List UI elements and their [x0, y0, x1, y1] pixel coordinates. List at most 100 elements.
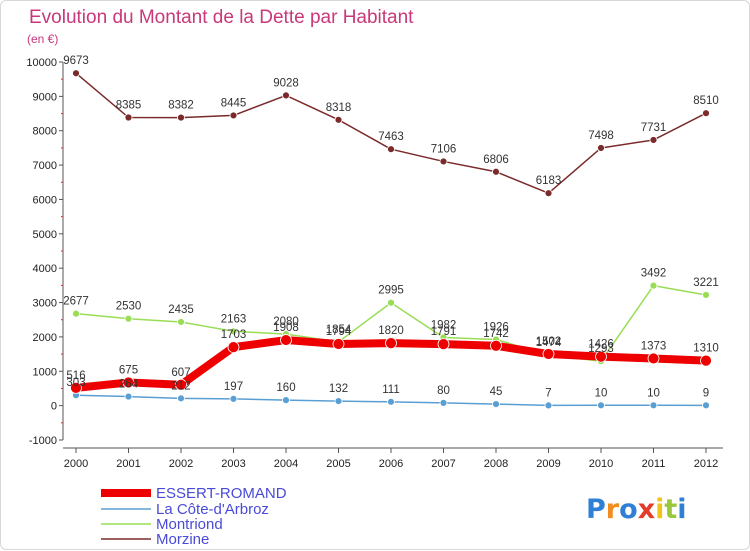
- data-point: [702, 109, 710, 118]
- y-tick-label: -1000: [29, 435, 57, 447]
- data-label: 1502: [536, 336, 562, 348]
- data-point: [124, 392, 133, 401]
- data-label: 45: [490, 386, 503, 398]
- x-tick-label: 2008: [484, 458, 508, 470]
- data-point: [437, 338, 450, 350]
- data-label: 6806: [483, 154, 509, 166]
- data-point: [702, 401, 710, 410]
- data-label: 7731: [641, 122, 667, 134]
- x-tick-label: 2001: [116, 458, 140, 470]
- data-point: [124, 314, 133, 323]
- data-point: [334, 115, 343, 124]
- data-point: [387, 397, 395, 406]
- y-tick-label: 0: [51, 401, 57, 413]
- data-label: 8445: [221, 97, 247, 109]
- data-label: 3492: [641, 268, 667, 280]
- data-point: [439, 398, 448, 407]
- data-point: [597, 401, 605, 410]
- x-tick-label: 2011: [642, 458, 666, 470]
- data-label: 8385: [116, 99, 142, 111]
- data-point: [72, 309, 80, 318]
- data-label: 9028: [273, 77, 299, 89]
- y-tick-label: 4000: [33, 263, 57, 275]
- data-label: 9673: [63, 55, 89, 67]
- data-label: 1926: [483, 321, 509, 333]
- x-tick-label: 2002: [169, 458, 193, 470]
- data-label: 111: [382, 384, 399, 396]
- data-label: 264: [119, 379, 139, 391]
- y-tick-label: 10000: [26, 57, 57, 69]
- logo-letter: r: [606, 494, 620, 525]
- data-label: 1474: [536, 337, 562, 349]
- data-label: 6183: [536, 175, 562, 187]
- data-label: 303: [66, 377, 85, 389]
- logo-letter: i: [655, 494, 664, 525]
- legend-label: La Côte-d'Arbroz: [156, 501, 269, 518]
- data-label: 1982: [431, 320, 457, 332]
- data-label: 10: [647, 387, 660, 399]
- y-tick-label: 9000: [33, 91, 57, 103]
- data-point: [597, 144, 605, 152]
- series-layer: [70, 69, 712, 410]
- data-point: [124, 113, 133, 122]
- data-point: [177, 113, 185, 122]
- data-point: [439, 157, 448, 166]
- data-label: 1791: [431, 326, 457, 338]
- x-tick-label: 2012: [694, 458, 718, 470]
- y-tick-label: 7000: [33, 160, 57, 172]
- y-tick-label: 5000: [33, 229, 57, 241]
- x-tick-label: 2010: [589, 458, 613, 470]
- data-label: 197: [224, 381, 243, 393]
- data-point: [544, 189, 553, 198]
- data-point: [490, 339, 502, 352]
- data-label: 1703: [221, 329, 247, 341]
- data-point: [282, 91, 290, 100]
- data-label: 2530: [116, 301, 142, 313]
- data-label: 1293: [588, 343, 614, 355]
- data-label: 2995: [378, 285, 404, 297]
- data-point: [229, 327, 238, 336]
- proxiti-logo: Proxiti: [586, 494, 687, 525]
- data-point: [649, 401, 658, 410]
- data-label: 2163: [221, 313, 247, 325]
- x-tick-label: 2005: [326, 458, 350, 470]
- data-point: [647, 352, 660, 365]
- axes: -1000 0 1000 2000 3000 4000 5000 6000 7000 8000 90…: [26, 57, 723, 470]
- data-point: [542, 348, 555, 360]
- data-label: 212: [171, 380, 190, 392]
- data-point: [227, 341, 240, 354]
- logo-letter: x: [638, 494, 655, 525]
- data-label: 2677: [63, 296, 89, 308]
- x-tick-label: 2007: [431, 458, 455, 470]
- data-point: [280, 334, 292, 346]
- data-label: 7498: [588, 130, 614, 142]
- data-point: [229, 394, 238, 403]
- data-point: [649, 136, 658, 144]
- x-tick-label: 2004: [274, 458, 298, 470]
- data-label: 1742: [483, 328, 509, 340]
- data-label: 10: [595, 387, 608, 399]
- data-label: 1854: [326, 324, 352, 336]
- data-label: 607: [171, 367, 190, 379]
- x-tick-label: 2006: [379, 458, 403, 470]
- data-point: [175, 378, 187, 391]
- data-label: 1820: [378, 325, 404, 337]
- y-tick-label: 1000: [33, 366, 57, 378]
- data-point: [72, 69, 80, 78]
- data-label: 1426: [588, 339, 614, 351]
- y-tick-label: 6000: [33, 194, 57, 206]
- data-label: 7106: [431, 143, 457, 155]
- data-label: 8510: [693, 95, 719, 107]
- y-tick-label: 8000: [33, 126, 57, 138]
- data-point: [492, 167, 500, 176]
- data-point: [332, 338, 345, 350]
- data-label: 1794: [326, 326, 352, 338]
- logo-letter: t: [664, 494, 677, 525]
- y-tick-label: 3000: [33, 298, 57, 310]
- logo-letter: i: [677, 494, 686, 525]
- data-point: [387, 145, 395, 154]
- data-label: 132: [329, 383, 348, 395]
- data-point: [385, 337, 397, 349]
